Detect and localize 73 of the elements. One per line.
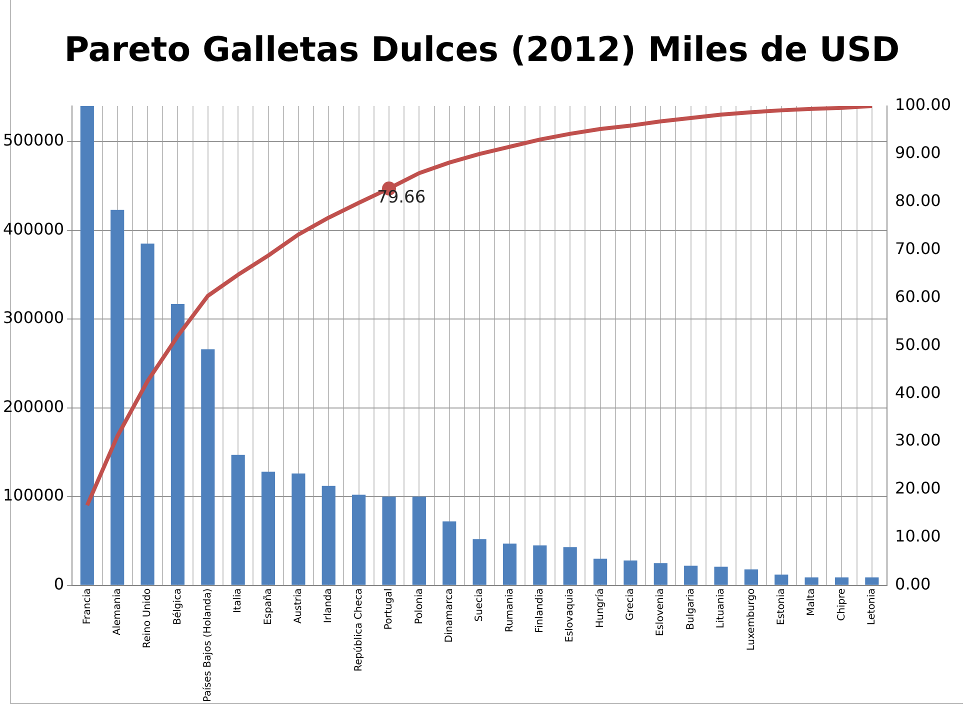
bar <box>684 566 698 585</box>
bar <box>442 521 456 585</box>
x-tick-label: Bélgica <box>172 588 184 625</box>
x-tick-label: Irlanda <box>323 588 334 624</box>
bar <box>170 304 185 585</box>
x-tick-label: Estonia <box>776 588 787 626</box>
x-tick-label: Eslovenia <box>655 588 666 636</box>
y-tick-label: 500000 <box>3 130 64 150</box>
x-tick-label: Austria <box>293 588 304 624</box>
chart-title: Pareto Galletas Dulces (2012) Miles de USD <box>63 30 901 70</box>
x-tick-label: Grecia <box>625 588 636 621</box>
x-tick-label: Rumania <box>504 588 516 632</box>
y-tick-label: 100000 <box>3 486 64 505</box>
x-tick-label: Alemania <box>112 588 123 636</box>
bar <box>714 566 728 585</box>
y2-tick-label: 60.00 <box>895 286 941 306</box>
bar <box>502 544 517 585</box>
bar <box>624 560 638 585</box>
x-tick-label: Eslovaquia <box>564 588 576 642</box>
x-tick-label: Portugal <box>384 588 395 630</box>
bar <box>322 486 336 585</box>
x-tick-label: Finlandia <box>534 588 546 633</box>
x-tick-label: Chipre <box>836 588 848 621</box>
bar <box>654 563 668 585</box>
x-tick-label: Hungría <box>594 588 606 628</box>
bar <box>533 545 547 585</box>
x-tick-label: España <box>262 588 274 625</box>
bar <box>804 577 818 585</box>
x-tick-label: Polonia <box>414 588 425 624</box>
x-tick-label: Países Bajos (Holanda) <box>202 588 214 702</box>
bar <box>201 349 215 585</box>
bar <box>140 244 154 585</box>
bar <box>382 496 396 585</box>
y-tick-label: 300000 <box>3 308 64 328</box>
x-tick-label: Lituania <box>716 588 727 628</box>
bar <box>80 106 94 585</box>
bar <box>774 574 788 585</box>
y2-tick-label: 0.00 <box>895 574 931 594</box>
x-tick-label: Francia <box>82 588 93 624</box>
x-tick-label: Suecia <box>474 588 486 622</box>
x-tick-label: Italia <box>232 588 244 614</box>
y2-tick-label: 30.00 <box>895 430 941 450</box>
x-tick-label: Malta <box>806 588 818 616</box>
y-tick-label: 200000 <box>3 396 64 416</box>
x-tick-label: Letonia <box>866 588 878 626</box>
bar <box>834 577 849 585</box>
x-tick-label: República Checa <box>353 588 364 672</box>
bar <box>412 496 426 585</box>
bar <box>744 569 758 585</box>
y2-tick-label: 20.00 <box>895 478 941 498</box>
y2-tick-label: 80.00 <box>895 191 941 210</box>
x-tick-label: Bulgaria <box>685 588 696 630</box>
y-tick-label: 0 <box>54 574 64 594</box>
bar <box>563 547 577 585</box>
bar <box>352 494 366 585</box>
annotation: 79.66 <box>377 187 426 208</box>
y2-tick-label: 50.00 <box>895 334 941 354</box>
y2-tick-label: 100.00 <box>895 95 951 114</box>
y2-tick-label: 10.00 <box>895 526 941 546</box>
y-tick-label: 400000 <box>3 219 64 238</box>
x-tick-label: Reino Unido <box>142 588 154 648</box>
bar <box>231 454 245 585</box>
bar <box>593 558 608 585</box>
bar <box>261 472 276 585</box>
y2-tick-label: 40.00 <box>895 382 941 402</box>
bar <box>292 473 306 585</box>
y2-tick-label: 90.00 <box>895 143 941 162</box>
bar <box>472 539 486 585</box>
x-tick-label: Dinamarca <box>444 588 455 643</box>
bar <box>110 210 124 585</box>
bar <box>865 577 879 585</box>
y2-tick-label: 70.00 <box>895 238 941 258</box>
x-tick-label: Luxemburgo <box>746 588 757 651</box>
